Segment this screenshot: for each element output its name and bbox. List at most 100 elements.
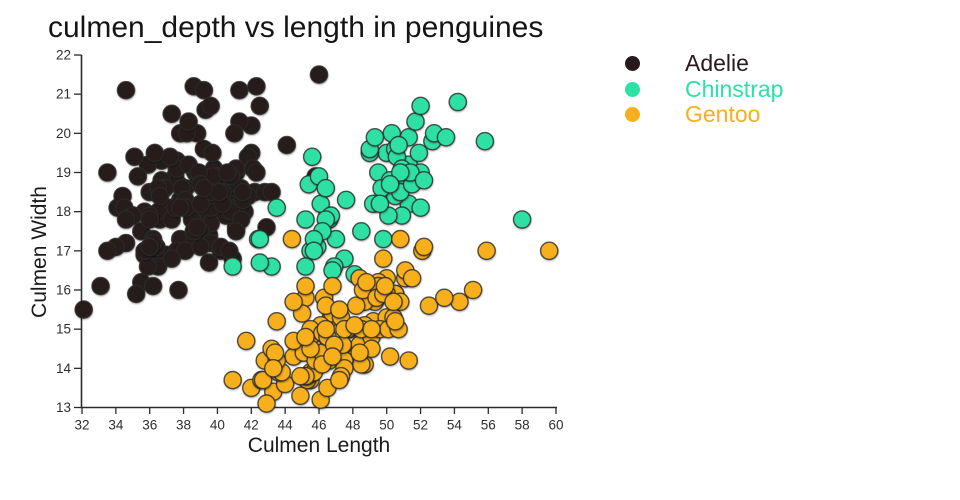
data-point <box>409 143 429 163</box>
data-point <box>98 163 117 182</box>
data-point <box>116 210 136 229</box>
data-point <box>170 198 190 217</box>
chart-title: culmen_depth vs length in penguines <box>48 11 544 44</box>
data-point <box>116 80 136 100</box>
data-point <box>291 386 310 406</box>
data-point <box>370 194 390 214</box>
series-gentoo <box>223 229 559 413</box>
data-point <box>284 292 303 312</box>
data-point <box>219 241 239 261</box>
data-point <box>323 347 342 366</box>
data-point <box>539 241 559 261</box>
data-point <box>250 253 270 272</box>
data-point <box>262 182 281 202</box>
data-point <box>385 311 405 331</box>
x-tick-label: 50 <box>379 418 394 433</box>
data-point <box>291 366 310 386</box>
data-point <box>373 229 393 249</box>
data-point <box>296 210 315 229</box>
data-point <box>512 210 532 229</box>
data-point <box>191 194 210 214</box>
data-point <box>140 210 159 229</box>
data-point <box>302 147 322 167</box>
data-point <box>365 127 385 147</box>
data-point <box>128 167 148 186</box>
data-point <box>389 135 408 155</box>
data-point <box>362 319 381 339</box>
data-point <box>384 292 403 312</box>
legend-marker-icon <box>625 56 640 72</box>
data-point <box>201 96 220 116</box>
data-point <box>336 190 356 210</box>
data-point <box>323 261 342 280</box>
data-point <box>329 370 349 390</box>
data-point <box>194 80 214 100</box>
y-tick-label: 20 <box>56 126 71 141</box>
data-point <box>329 300 349 319</box>
data-point <box>169 280 188 300</box>
data-point <box>296 257 315 276</box>
y-tick-label: 17 <box>56 243 71 258</box>
legend-label: Adelie <box>685 50 749 77</box>
data-point <box>223 370 242 390</box>
data-point <box>450 292 469 312</box>
data-point <box>162 104 181 124</box>
data-point <box>253 370 273 390</box>
data-point <box>267 198 287 217</box>
data-point <box>199 253 219 272</box>
y-tick-label: 14 <box>56 361 72 376</box>
data-point <box>126 284 146 304</box>
legend-item-chinstrap: Chinstrap <box>622 76 783 103</box>
data-point <box>402 268 422 288</box>
x-tick-label: 34 <box>108 418 124 433</box>
data-point <box>323 276 342 296</box>
data-point <box>143 276 163 296</box>
x-tick-label: 58 <box>515 418 530 433</box>
x-tick-label: 38 <box>176 418 191 433</box>
data-point <box>236 331 256 351</box>
data-point <box>399 351 419 370</box>
data-point <box>91 276 110 296</box>
data-point <box>247 163 266 182</box>
x-axis-title: Culmen Length <box>247 434 391 457</box>
data-point <box>411 198 430 217</box>
data-point <box>267 311 287 331</box>
data-point <box>304 241 324 261</box>
data-point <box>345 315 364 335</box>
x-tick-label: 40 <box>210 418 225 433</box>
data-point <box>463 280 483 300</box>
data-point <box>296 327 315 347</box>
data-point <box>98 241 117 261</box>
data-point <box>414 170 434 190</box>
x-tick-label: 54 <box>447 418 463 433</box>
data-point <box>140 237 159 257</box>
data-point <box>380 174 400 194</box>
data-point <box>282 229 302 249</box>
data-point <box>191 237 210 257</box>
x-tick-label: 52 <box>413 418 428 433</box>
data-point <box>350 343 369 363</box>
data-point <box>265 343 285 363</box>
y-tick-label: 19 <box>56 165 71 180</box>
y-tick-label: 22 <box>56 48 71 63</box>
y-tick-label: 21 <box>56 87 71 102</box>
data-point <box>477 241 496 261</box>
x-tick-label: 60 <box>548 418 563 433</box>
data-point <box>223 257 242 276</box>
data-point <box>316 178 336 198</box>
data-point <box>351 221 371 241</box>
data-point <box>257 394 276 413</box>
data-points <box>74 65 559 413</box>
legend-item-adelie: Adelie <box>622 51 783 77</box>
data-point <box>194 178 214 198</box>
data-point <box>375 276 395 296</box>
y-axis-title: Culmen Width <box>28 186 51 318</box>
data-point <box>309 65 329 84</box>
x-tick-label: 32 <box>74 418 89 433</box>
data-point <box>218 163 237 182</box>
data-point <box>296 276 315 296</box>
x-tick-label: 42 <box>244 418 259 433</box>
data-point <box>233 182 253 202</box>
data-point <box>150 186 170 206</box>
